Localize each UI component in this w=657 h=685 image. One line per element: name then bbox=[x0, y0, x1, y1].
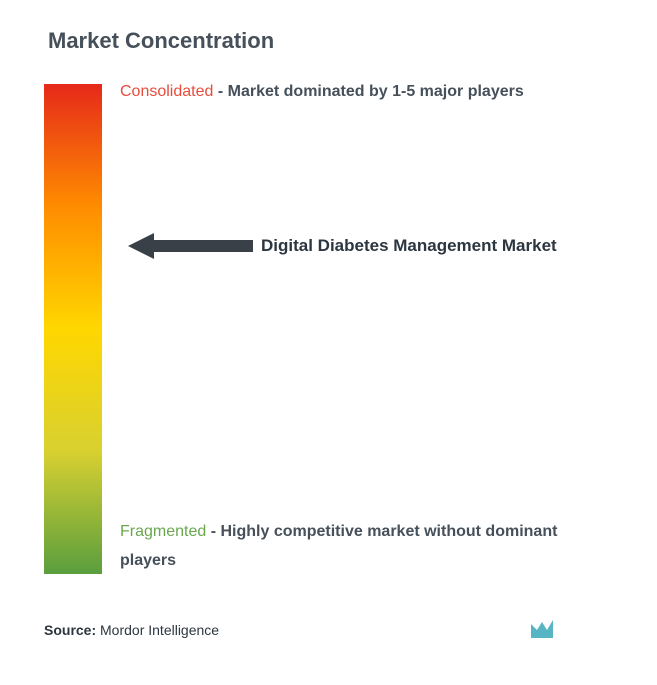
consolidated-label-row: Consolidated - Market dominated by 1-5 m… bbox=[120, 83, 524, 101]
fragmented-label-row: Fragmented - Highly competitive market w… bbox=[120, 518, 609, 576]
source-value: Mordor Intelligence bbox=[100, 622, 219, 638]
market-pointer: Digital Diabetes Management Market bbox=[128, 233, 557, 259]
fragmented-label: Fragmented bbox=[120, 523, 206, 540]
consolidated-description: - Market dominated by 1-5 major players bbox=[218, 83, 524, 100]
page-title: Market Concentration bbox=[48, 28, 274, 54]
market-name-label: Digital Diabetes Management Market bbox=[261, 236, 557, 256]
source-attribution: Source: Mordor Intelligence bbox=[44, 622, 219, 638]
consolidated-label: Consolidated bbox=[120, 83, 213, 100]
brand-logo-icon bbox=[529, 616, 555, 642]
source-label: Source: bbox=[44, 622, 96, 638]
arrow-left-icon bbox=[128, 233, 253, 259]
concentration-gradient-bar bbox=[44, 84, 102, 574]
